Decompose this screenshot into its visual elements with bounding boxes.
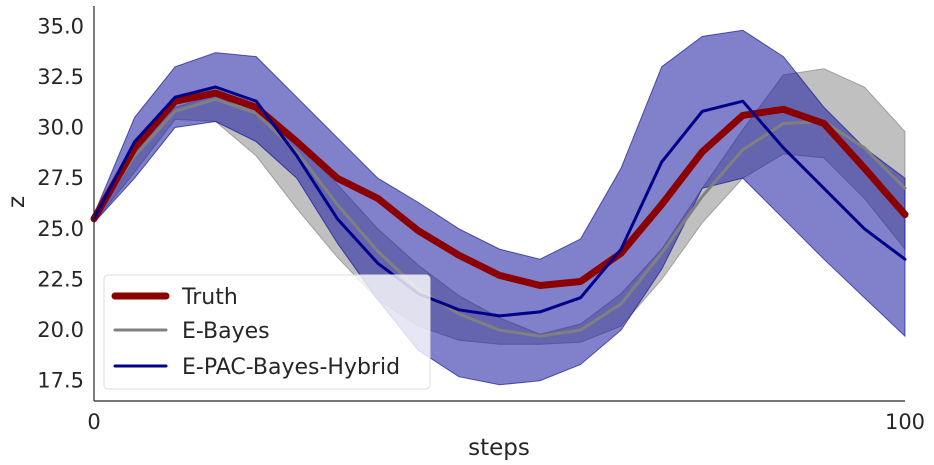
y-tick-label: 22.5 [37, 267, 84, 291]
legend-label-e-bayes: E-Bayes [182, 319, 270, 344]
y-axis-label: z [4, 196, 30, 208]
y-tick-label: 17.5 [37, 369, 84, 393]
y-tick-label: 20.0 [37, 318, 84, 342]
y-tick-label: 30.0 [37, 116, 84, 140]
x-tick-label: 100 [885, 410, 925, 434]
x-axis-label: steps [468, 435, 530, 461]
y-tick-label: 27.5 [37, 166, 84, 190]
tick-labels: 17.5 20.0 22.5 25.0 27.5 30.0 32.5 35.0 0 100 [37, 14, 925, 434]
y-tick-label: 32.5 [37, 65, 84, 89]
y-tick-label: 25.0 [37, 217, 84, 241]
e-pac-bayes-hybrid-line [92, 85, 907, 318]
x-tick-label: 0 [87, 410, 100, 434]
confidence-bands [93, 29, 906, 386]
e-pac-bayes-hybrid-band [93, 29, 906, 386]
axes [93, 6, 905, 402]
truth-line [90, 89, 909, 289]
legend-label-truth: Truth [181, 285, 238, 310]
legend-label-e-pac-bayes-hybrid: E-PAC-Bayes-Hybrid [182, 355, 400, 380]
series-lines [90, 85, 909, 338]
y-tick-label: 35.0 [37, 14, 84, 38]
legend: Truth E-Bayes E-PAC-Bayes-Hybrid [103, 274, 431, 390]
legend-box [103, 274, 431, 390]
